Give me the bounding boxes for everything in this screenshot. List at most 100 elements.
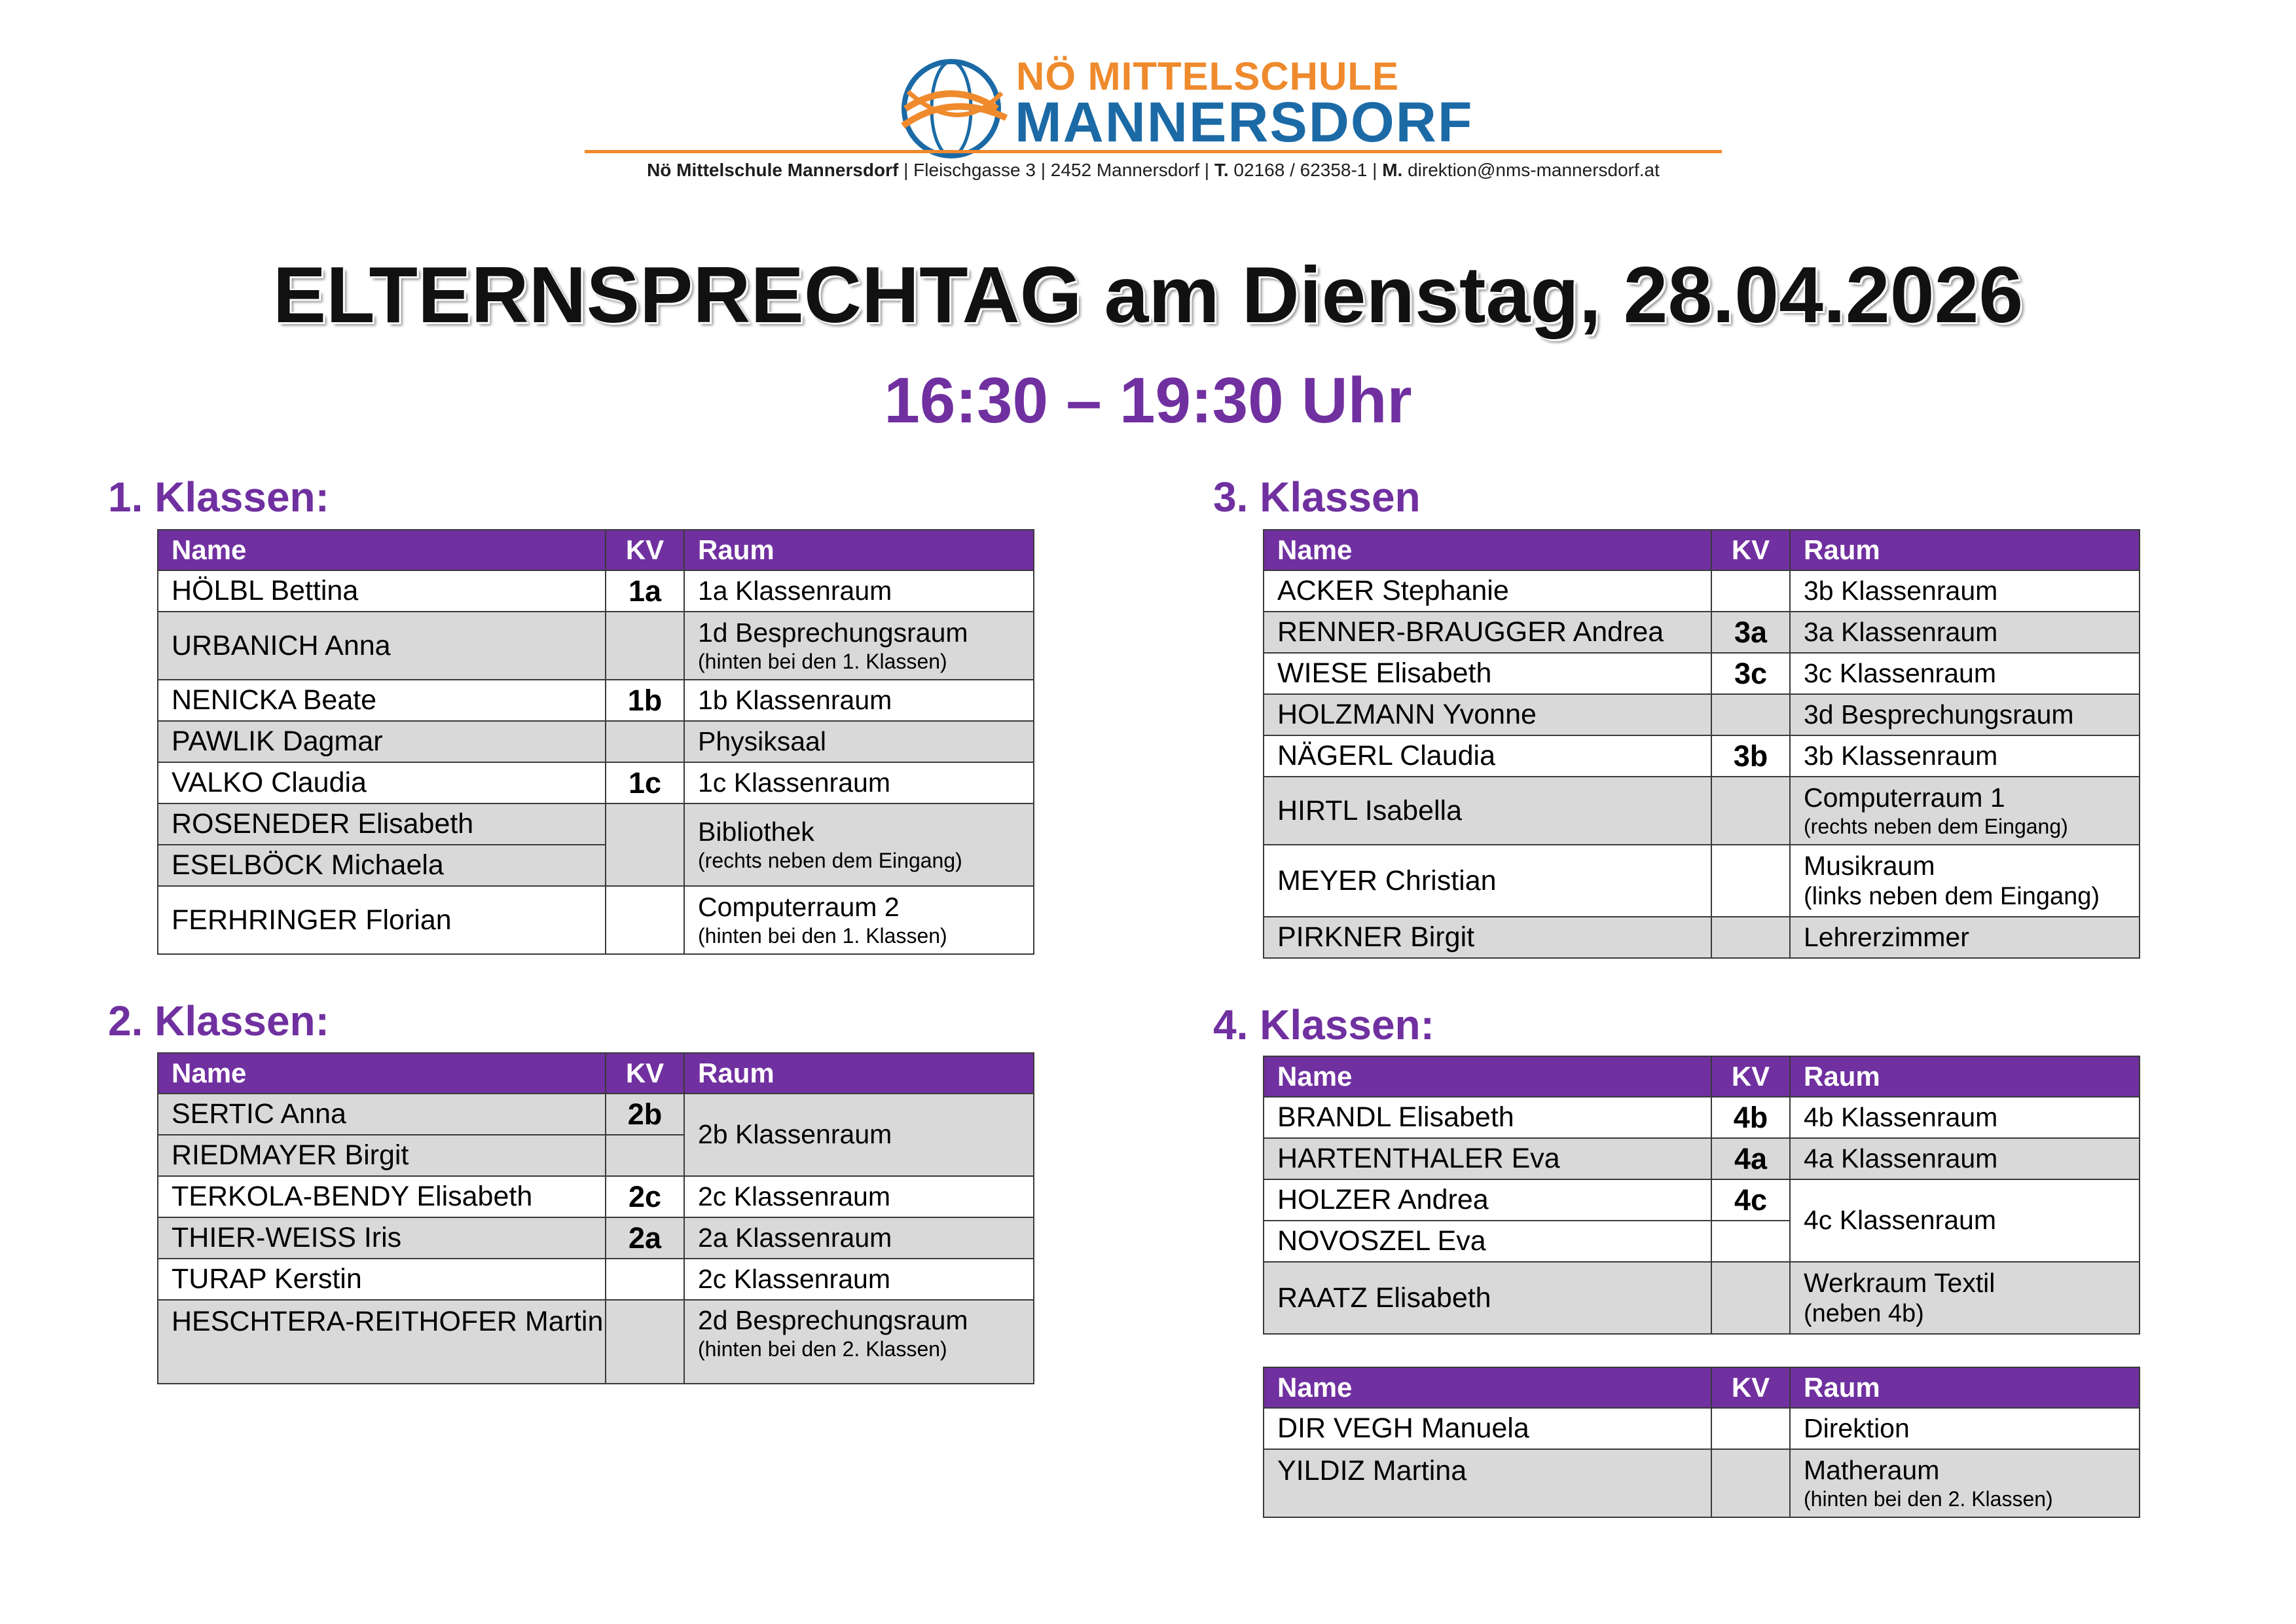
table-1-klassen: Name KV Raum HÖLBL Bettina 1a 1a Klassen… (157, 529, 1034, 955)
room: 3a Klassenraum (1789, 611, 2140, 654)
table-row: RENNER-BRAUGGER Andrea 3a 3a Klassenraum (1263, 611, 2140, 654)
table-row: MEYER Christian Musikraum (links neben de… (1263, 844, 2140, 917)
teacher-name: URBANICH Anna (157, 611, 606, 680)
kv-class (605, 1258, 685, 1301)
col-raum-header: Raum (683, 529, 1034, 571)
table-row: NÄGERL Claudia 3b 3b Klassenraum (1263, 735, 2140, 777)
room: Bibliothek (698, 817, 814, 847)
teacher-name: TERKOLA-BENDY Elisabeth (157, 1175, 606, 1218)
room-cell: Werkraum Textil (neben 4b) (1789, 1261, 2140, 1335)
teacher-name: ROSENEDER Elisabeth (157, 803, 606, 845)
address-mail-label: M. (1382, 160, 1403, 180)
room: 1d Besprechungsraum (698, 618, 968, 648)
room-note: (neben 4b) (1804, 1299, 1924, 1327)
table-row: NOVOSZEL Eva (1263, 1220, 2140, 1263)
col-name-header: Name (157, 529, 606, 571)
table-row: PAWLIK Dagmar Physiksaal (157, 720, 1034, 763)
room-note: (rechts neben dem Eingang) (1804, 815, 2068, 839)
teacher-name: RIEDMAYER Birgit (157, 1134, 606, 1177)
col-raum-header: Raum (1789, 1056, 2140, 1098)
kv-class: 2a (605, 1217, 685, 1259)
teacher-name: THIER-WEISS Iris (157, 1217, 606, 1259)
table-row: HIRTL Isabella Computerraum 1 (rechts neb… (1263, 776, 2140, 845)
teacher-name: DIR VEGH Manuela (1263, 1407, 1712, 1450)
teacher-name: SERTIC Anna (157, 1093, 606, 1135)
kv-class (605, 611, 685, 680)
room: Computerraum 2 (698, 892, 900, 923)
room: 2c Klassenraum (683, 1258, 1034, 1301)
kv-class: 4b (1711, 1096, 1791, 1139)
logo-text-line1: NÖ MITTELSCHULE (1016, 54, 1399, 98)
room: 3d Besprechungsraum (1789, 693, 2140, 736)
table-row: URBANICH Anna 1d Besprechungsraum (hinten… (157, 611, 1034, 680)
table-row: BRANDL Elisabeth 4b 4b Klassenraum (1263, 1096, 2140, 1139)
col-kv-header: KV (605, 529, 685, 571)
teacher-name: HOLZER Andrea (1263, 1179, 1712, 1221)
room-note: (links neben dem Eingang) (1804, 882, 2100, 910)
col-kv-header: KV (605, 1052, 685, 1094)
table-row: ROSENEDER Elisabeth Bibliothek (rechts ne… (157, 803, 1034, 887)
teacher-name: HÖLBL Bettina (157, 570, 606, 612)
teacher-name: YILDIZ Martina (1263, 1449, 1712, 1518)
teacher-name: BRANDL Elisabeth (1263, 1096, 1712, 1139)
col-kv-header: KV (1711, 1367, 1791, 1409)
room: 4b Klassenraum (1789, 1096, 2140, 1139)
header-divider (585, 150, 1722, 153)
table-row: HARTENTHALER Eva 4a 4a Klassenraum (1263, 1137, 2140, 1180)
table-row: SERTIC Anna 2b 2b Klassenraum (157, 1093, 1034, 1177)
teacher-name: FERHRINGER Florian (157, 885, 606, 955)
table-header-row: Name KV Raum (157, 1052, 1034, 1094)
table-row: FERHRINGER Florian Computerraum 2 (hinten… (157, 885, 1034, 955)
kv-class (1711, 693, 1791, 736)
table-row: NENICKA Beate 1b 1b Klassenraum (157, 679, 1034, 722)
school-address: Nö Mittelschule Mannersdorf | Fleischgas… (585, 160, 1722, 181)
table-row: PIRKNER Birgit Lehrerzimmer (1263, 916, 2140, 959)
kv-class: 1b (605, 679, 685, 722)
address-phone: 02168 / 62358-1 | (1233, 160, 1377, 180)
room: 1b Klassenraum (683, 679, 1034, 722)
table-row: HÖLBL Bettina 1a 1a Klassenraum (157, 570, 1034, 612)
teacher-name: PAWLIK Dagmar (157, 720, 606, 763)
teacher-name: HIRTL Isabella (1263, 776, 1712, 845)
room-note: (hinten bei den 1. Klassen) (698, 924, 947, 948)
room-cell: Computerraum 2 (hinten bei den 1. Klassen… (683, 885, 1034, 955)
table-row: YILDIZ Martina Matheraum (hinten bei den … (1263, 1449, 2140, 1518)
section-title-3: 3. Klassen (1213, 473, 1421, 521)
col-raum-header: Raum (1789, 529, 2140, 571)
address-email: direktion@nms-mannersdorf.at (1408, 160, 1660, 180)
room: Matheraum (1804, 1455, 1940, 1486)
table-row: RIEDMAYER Birgit (157, 1134, 1034, 1177)
room-note: (hinten bei den 2. Klassen) (1804, 1487, 2053, 1511)
kv-class (1711, 1407, 1791, 1450)
room: 2b Klassenraum (683, 1093, 1034, 1177)
kv-class (1711, 1449, 1791, 1518)
kv-class (1711, 916, 1791, 959)
kv-class (605, 885, 685, 955)
table-other: Name KV Raum DIR VEGH Manuela Direktion … (1263, 1367, 2140, 1518)
room-cell: Bibliothek (rechts neben dem Eingang) (683, 803, 1034, 887)
teacher-name: PIRKNER Birgit (1263, 916, 1712, 959)
school-logo: NÖ MITTELSCHULE MANNERSDORF (894, 52, 1472, 164)
kv-class (605, 803, 685, 887)
kv-class (1711, 1220, 1791, 1263)
section-title-4: 4. Klassen: (1213, 1001, 1434, 1048)
teacher-name: ESELBÖCK Michaela (157, 844, 606, 887)
address-phone-label: T. (1214, 160, 1229, 180)
teacher-name: TURAP Kerstin (157, 1258, 606, 1301)
room-cell: Matheraum (hinten bei den 2. Klassen) (1789, 1449, 2140, 1518)
room-note: (rechts neben dem Eingang) (698, 849, 962, 873)
teacher-name: NENICKA Beate (157, 679, 606, 722)
section-title-2: 2. Klassen: (108, 997, 329, 1044)
teacher-name: NOVOSZEL Eva (1263, 1220, 1712, 1263)
col-raum-header: Raum (683, 1052, 1034, 1094)
room: Lehrerzimmer (1789, 916, 2140, 959)
page-title: ELTERNSPRECHTAG am Dienstag, 28.04.2026 (272, 250, 2024, 339)
table-2-klassen: Name KV Raum SERTIC Anna 2b 2b Klassenra… (157, 1052, 1034, 1384)
table-header-row: Name KV Raum (1263, 529, 2140, 571)
table-row: ACKER Stephanie 3b Klassenraum (1263, 570, 2140, 612)
table-3-klassen: Name KV Raum ACKER Stephanie 3b Klassenr… (1263, 529, 2140, 959)
room: 1a Klassenraum (683, 570, 1034, 612)
kv-class (605, 720, 685, 763)
kv-class: 1c (605, 762, 685, 804)
table-header-row: Name KV Raum (1263, 1367, 2140, 1409)
